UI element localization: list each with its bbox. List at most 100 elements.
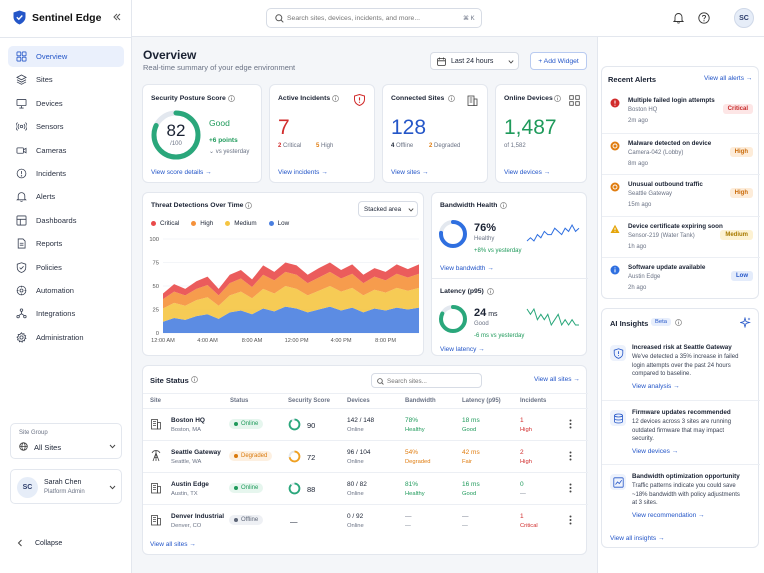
site-location: Austin, TX <box>171 491 198 497</box>
insight-link[interactable]: View devices → <box>632 447 679 455</box>
sites-value: 128 <box>391 116 427 139</box>
insight-body-line: security. <box>632 436 654 442</box>
status-badge: Degraded <box>229 451 273 461</box>
view-devices-link[interactable]: View devices → <box>504 169 551 176</box>
view-sites-link[interactable]: View sites → <box>391 169 429 176</box>
alert-item[interactable]: Unusual outbound traffic Seattle Gateway 1… <box>602 174 760 215</box>
camera-icon <box>16 147 27 154</box>
sidebar-item-reports[interactable]: Reports <box>8 233 124 254</box>
alert-item[interactable]: Malware detected on device Camera-042 (Lo… <box>602 132 760 174</box>
search-bar[interactable]: ⌘ K <box>266 8 482 28</box>
chevron-down-icon <box>109 485 116 490</box>
insight-body-line: compared to baseline. <box>632 371 692 377</box>
sidebar-item-alerts[interactable]: Alerts <box>8 186 124 207</box>
help-icon[interactable] <box>698 12 710 24</box>
insight-link[interactable]: View recommendation → <box>632 511 705 519</box>
latency-value: — <box>462 513 469 520</box>
view-incidents-link[interactable]: View incidents → <box>278 169 328 176</box>
site-name[interactable]: Austin Edge <box>171 481 209 488</box>
sidebar-item-sites[interactable]: Sites <box>8 69 124 90</box>
bandwidth-label: Healthy <box>405 427 425 433</box>
sidebar-item-overview[interactable]: Overview <box>8 46 124 67</box>
sidebar-item-label: Incidents <box>36 169 67 178</box>
bandwidth-value: 81% <box>405 481 419 488</box>
insight-item[interactable]: Firmware updates recommended 12 devices a… <box>602 400 760 462</box>
table-row[interactable]: Austin Edge Austin, TX Online 88 80 / 82 Onli… <box>143 472 588 503</box>
insight-link[interactable]: View analysis → <box>632 382 680 390</box>
search-icon <box>377 377 384 385</box>
severity-badge: Critical <box>722 104 753 114</box>
view-all-sites-link[interactable]: View all sites → <box>534 376 580 383</box>
search-icon <box>275 14 284 23</box>
table-row[interactable]: Denver Industrial Denver, CO Offline — 0 / 9… <box>143 504 588 535</box>
sidebar-item-incidents[interactable]: Incidents <box>8 163 124 184</box>
alert-item[interactable]: Device certificate expiring soon Sensor-2… <box>602 215 760 257</box>
column-header: Security Score <box>288 398 331 404</box>
devices-count: 80 / 82 <box>347 481 367 488</box>
view-bandwidth-link[interactable]: View bandwidth → <box>440 265 494 272</box>
table-row[interactable]: Seattle Gateway Seattle, WA Degraded 72 96 /… <box>143 440 588 471</box>
sidebar: Sentinel Edge Overview Sites Devices Sensor… <box>0 0 132 573</box>
add-widget-button[interactable]: + Add Widget <box>530 52 587 70</box>
alert-time: 8m ago <box>628 160 649 167</box>
sidebar-item-sensors[interactable]: Sensors <box>8 116 124 137</box>
view-all-sites-bottom-link[interactable]: View all sites → <box>150 541 196 548</box>
chevron-down-icon <box>109 444 116 449</box>
sidebar-item-cameras[interactable]: Cameras <box>8 140 124 161</box>
alert-item[interactable]: Software update available Austin Edge 2h a… <box>602 257 760 298</box>
severity-badge: Low <box>731 271 753 281</box>
info-icon <box>554 95 561 102</box>
alert-time: 1h ago <box>628 243 647 250</box>
sidebar-item-dashboards[interactable]: Dashboards <box>8 210 124 231</box>
sparkline-line <box>526 223 580 242</box>
row-menu-kebab-icon[interactable] <box>569 515 572 525</box>
notifications-bell-icon[interactable] <box>673 12 684 24</box>
threat-chart: 0 25 50 75 100 12:00 AM 4:00 AM 8:00 AM 12:00 PM… <box>149 237 419 344</box>
site-search-input[interactable] <box>387 376 477 386</box>
site-name[interactable]: Boston HQ <box>171 417 205 424</box>
sidebar-item-integrations[interactable]: Integrations <box>8 303 124 324</box>
view-score-details-link[interactable]: View score details → <box>151 169 212 176</box>
row-menu-kebab-icon[interactable] <box>569 419 572 429</box>
sidebar-item-devices[interactable]: Devices <box>8 93 124 114</box>
sidebar-item-policies[interactable]: Policies <box>8 257 124 278</box>
user-name: Sarah Chen <box>44 479 82 486</box>
x-tick-label: 4:00 PM <box>331 338 352 344</box>
user-avatar[interactable]: SC <box>734 8 754 28</box>
search-input[interactable] <box>287 12 447 24</box>
collapse-button[interactable]: Collapse <box>17 539 62 547</box>
sidebar-item-automation[interactable]: Automation <box>8 280 124 301</box>
sidebar-collapse-icon[interactable] <box>113 13 121 21</box>
alert-time: 2h ago <box>628 285 647 291</box>
security-score: 88 <box>307 485 316 494</box>
security-posture-card: Security Posture Score 82 /100 Good +6 p… <box>142 84 262 183</box>
view-all-alerts-link[interactable]: View all alerts → <box>704 75 753 82</box>
row-menu-kebab-icon[interactable] <box>569 451 572 461</box>
alert-source: Seattle Gateway <box>628 191 673 197</box>
site-name[interactable]: Seattle Gateway <box>171 449 221 456</box>
site-group-select[interactable]: Site Group All Sites <box>10 423 122 459</box>
insight-item[interactable]: Increased risk at Seattle Gateway We've d… <box>602 336 760 398</box>
view-latency-link[interactable]: View latency → <box>440 346 485 353</box>
site-name[interactable]: Denver Industrial <box>171 513 225 520</box>
sidebar-item-administration[interactable]: Administration <box>8 327 124 348</box>
table-row[interactable]: Boston HQ Boston, MA Online 90 142 / 148 Onli… <box>143 408 588 439</box>
bandwidth-label: Degraded <box>405 459 431 465</box>
alert-item[interactable]: Multiple failed login attempts Boston HQ 2… <box>602 91 760 132</box>
bandwidth-gauge <box>438 219 468 249</box>
latency-label: Fair <box>462 459 472 465</box>
incidents-label: Critical <box>520 523 538 529</box>
user-menu[interactable]: SC Sarah Chen Platform Admin <box>10 469 122 504</box>
y-tick-label: 25 <box>153 308 159 314</box>
info-icon <box>487 288 494 295</box>
insight-item[interactable]: Bandwidth optimization opportunity Traffi… <box>602 464 760 526</box>
chart-mode-select[interactable]: Stacked area <box>358 201 418 217</box>
view-all-insights-link[interactable]: View all insights → <box>610 535 665 542</box>
row-menu-kebab-icon[interactable] <box>569 483 572 493</box>
site-location: Boston, MA <box>171 427 201 433</box>
site-search[interactable] <box>371 373 482 388</box>
date-range-select[interactable]: Last 24 hours <box>430 52 519 70</box>
bell-icon <box>16 192 27 203</box>
latency-value: 24 ms <box>474 307 498 319</box>
user-role: Platform Admin <box>44 489 85 495</box>
